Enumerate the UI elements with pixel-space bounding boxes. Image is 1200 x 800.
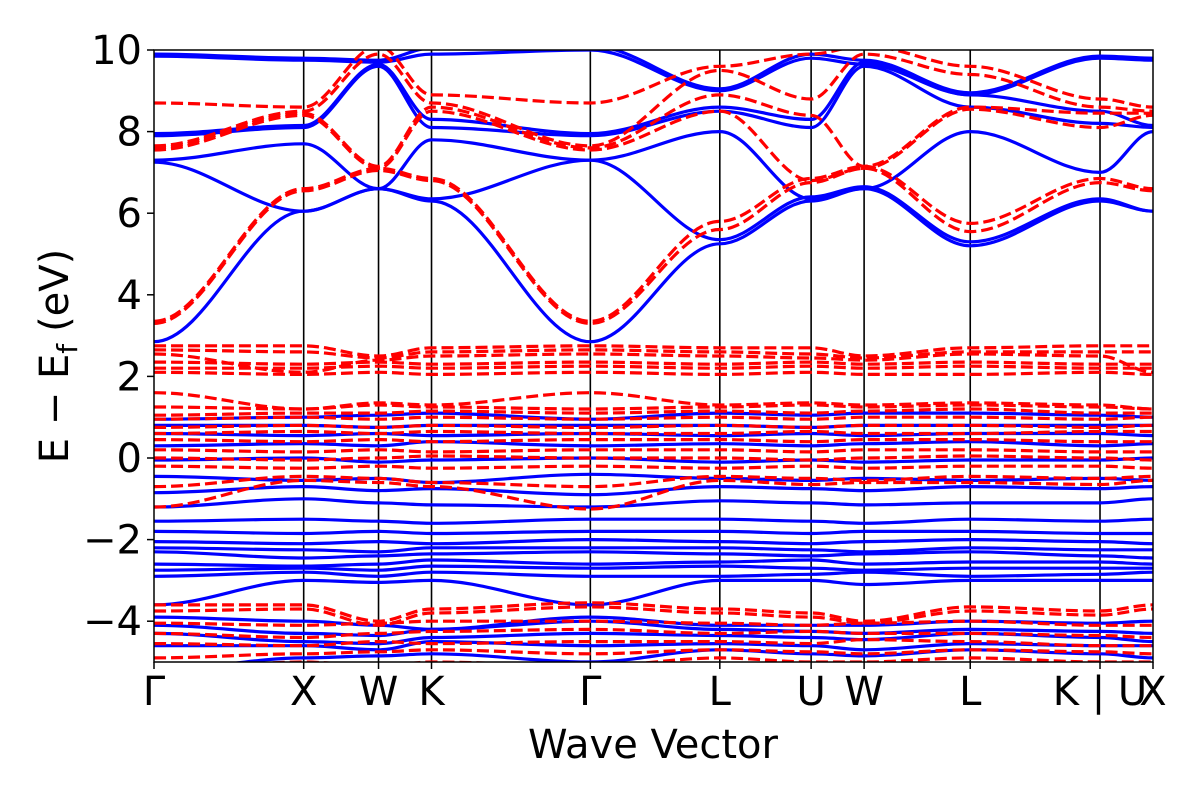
y-tick-label: −4 xyxy=(83,599,142,645)
x-tick-label: W xyxy=(844,669,884,715)
band-line-dashed xyxy=(154,605,1153,627)
band-line-dashed xyxy=(154,627,1153,640)
band-line-dashed xyxy=(154,437,1153,444)
y-tick-label: 10 xyxy=(91,28,142,74)
x-tick-label: L xyxy=(959,669,982,715)
band-line-dashed xyxy=(154,166,1153,326)
y-axis-title-unit: (eV) xyxy=(32,249,78,332)
y-axis-title-main: E − E xyxy=(32,354,78,464)
band-line-dashed xyxy=(154,360,1153,366)
band-line-dashed xyxy=(154,454,1153,462)
x-tick-label: W xyxy=(359,669,399,715)
x-tick-label: X xyxy=(290,669,317,715)
x-tick-label: U xyxy=(796,669,825,715)
band-line-solid xyxy=(154,546,1153,554)
band-line-dashed xyxy=(154,415,1153,421)
y-tick-label: 4 xyxy=(117,273,142,319)
y-tick-label: 6 xyxy=(117,191,142,237)
y-axis-title-subscript: f xyxy=(51,343,84,354)
x-tick-label: Γ xyxy=(143,669,166,715)
band-line-dashed xyxy=(154,348,1153,360)
band-line-solid xyxy=(154,558,1153,568)
band-line-dashed xyxy=(154,429,1153,436)
y-tick-label: 2 xyxy=(117,354,142,400)
band-line-solid xyxy=(154,564,1153,572)
band-line-solid xyxy=(154,440,1153,448)
band-line-solid xyxy=(154,537,1153,546)
band-line-dashed xyxy=(154,407,1153,417)
band-line-solid xyxy=(154,578,1153,607)
band-line-dashed xyxy=(154,648,1153,660)
x-tick-label: K | U xyxy=(1053,669,1147,715)
band-line-solid xyxy=(154,158,1153,244)
plot-frame xyxy=(153,49,1154,663)
band-line-solid xyxy=(154,411,1153,421)
band-line-solid xyxy=(154,484,1153,497)
band-line-dashed xyxy=(154,93,1153,168)
band-line-dashed xyxy=(154,464,1153,470)
band-line-dashed xyxy=(154,52,1153,148)
band-line-dashed xyxy=(154,352,1153,374)
band-line-dashed xyxy=(154,601,1153,623)
band-line-solid xyxy=(154,639,1153,652)
band-lines xyxy=(154,50,1153,662)
band-line-solid xyxy=(154,60,1153,136)
y-axis-ticks: 10 8 6 4 2 0 −2 −4 xyxy=(83,28,154,645)
y-axis-title: E − Ef (eV) xyxy=(32,249,84,464)
band-line-solid xyxy=(154,50,1153,95)
y-tick-label: 0 xyxy=(117,436,142,482)
band-line-solid xyxy=(154,497,1153,509)
band-line-dashed xyxy=(154,448,1153,454)
band-line-solid xyxy=(154,517,1153,525)
band-line-solid xyxy=(154,529,1153,536)
band-line-dashed xyxy=(154,50,1153,109)
band-line-solid xyxy=(154,570,1153,578)
band-line-dashed xyxy=(260,656,1153,662)
band-line-dashed xyxy=(154,344,1153,358)
band-line-dashed xyxy=(154,619,1153,627)
x-tick-label: K xyxy=(418,669,446,715)
band-line-solid xyxy=(154,129,1153,201)
band-line-dashed xyxy=(154,370,1153,377)
band-line-dashed xyxy=(154,637,1153,648)
band-line-solid xyxy=(154,550,1153,560)
band-line-dashed xyxy=(154,474,1153,489)
band-line-dashed xyxy=(154,391,1153,411)
x-tick-label: L xyxy=(709,669,732,715)
band-line-dashed xyxy=(154,478,1153,511)
x-tick-label: Γ xyxy=(579,669,602,715)
x-axis-title: Wave Vector xyxy=(528,722,779,768)
x-tick-label: X xyxy=(1139,669,1166,715)
band-line-dashed xyxy=(154,423,1153,430)
y-tick-label: 8 xyxy=(117,110,142,156)
band-line-solid xyxy=(154,50,1153,97)
y-tick-label: −2 xyxy=(83,518,142,564)
